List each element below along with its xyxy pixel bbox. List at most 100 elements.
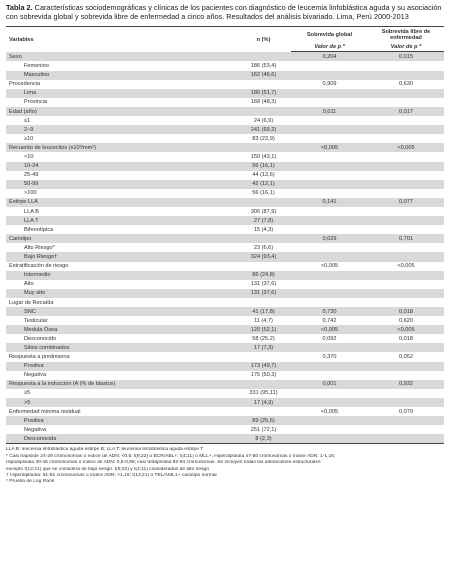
row-p-global — [291, 361, 368, 371]
row-variable: >5 — [6, 397, 236, 408]
row-n-pct — [236, 51, 291, 62]
row-p-libre — [368, 434, 444, 445]
row-p-libre — [368, 216, 444, 226]
footnote-line: * Casi haploide 24-29 cromosomas o índic… — [6, 453, 336, 459]
row-p-libre: 0,018 — [368, 334, 444, 344]
row-n-pct: 331 (95,11) — [236, 388, 291, 398]
row-p-global: 0,029 — [291, 234, 368, 244]
row-p-global — [291, 425, 368, 435]
row-n-pct: 24 (6,9) — [236, 116, 291, 126]
row-p-global — [291, 343, 368, 353]
row-p-libre — [368, 288, 444, 298]
row-p-global — [291, 270, 368, 280]
row-n-pct — [236, 407, 291, 417]
row-p-libre: 0,018 — [368, 307, 444, 317]
row-variable: Lima — [6, 88, 236, 98]
table-row: LLA B 306 (87,9) — [6, 206, 444, 217]
table-row: ≤1 24 (6,9) — [6, 116, 444, 126]
row-p-global: 0,742 — [291, 316, 368, 326]
table-row: Alto Riesgo* 23 (6,6) — [6, 243, 444, 253]
table-row: Desconocido 58 (25,2) 0,092 0,018 — [6, 334, 444, 344]
row-p-libre — [368, 188, 444, 198]
table-row: 10-24 56 (16,1) — [6, 161, 444, 171]
row-n-pct: 175 (50,3) — [236, 370, 291, 380]
table-row: LLA T 27 (7,8) — [6, 216, 444, 226]
row-n-pct: 11 (4,7) — [236, 316, 291, 326]
table-row: ≥10 83 (23,9) — [6, 134, 444, 144]
row-n-pct: 306 (87,9) — [236, 206, 291, 217]
row-p-libre: 0,701 — [368, 234, 444, 244]
row-variable: Estirpe LLA — [6, 197, 236, 207]
row-p-libre — [368, 61, 444, 71]
table-row: ≥5 331 (95,11) — [6, 388, 444, 398]
row-n-pct: 41 (17,8) — [236, 307, 291, 317]
row-p-libre — [368, 388, 444, 398]
row-n-pct: 44 (12,6) — [236, 170, 291, 180]
row-variable: Masculino — [6, 70, 236, 80]
row-p-global: <0,005 — [291, 325, 368, 335]
row-variable: Estratificación de riesgo — [6, 261, 236, 271]
header-valor-p-libre: Valor de p * — [368, 42, 444, 53]
row-n-pct: 56 (16,1) — [236, 188, 291, 198]
row-variable: 50-99 — [6, 179, 236, 189]
row-p-libre — [368, 225, 444, 235]
table-row: Respuesta a la inducción IA (% de blasto… — [6, 379, 444, 389]
table-row: >5 17 (4,9) — [6, 397, 444, 408]
row-variable: Bifenotípica — [6, 225, 236, 235]
row-p-libre: <0,005 — [368, 143, 444, 153]
row-variable: Muy alto — [6, 288, 236, 298]
header-sobrevida-libre: Sobrevida libre de enfermedad — [368, 26, 444, 43]
header-variables: Variables — [6, 26, 236, 52]
row-variable: Respuesta a la inducción IA (% de blasto… — [6, 379, 236, 389]
row-p-libre — [368, 425, 444, 435]
row-p-global: 0,370 — [291, 352, 368, 362]
row-p-global — [291, 434, 368, 445]
row-p-libre — [368, 343, 444, 353]
row-p-libre — [368, 125, 444, 135]
row-n-pct: 186 (53,4) — [236, 61, 291, 71]
row-p-libre — [368, 270, 444, 280]
row-n-pct: 15 (4,3) — [236, 225, 291, 235]
row-p-global — [291, 252, 368, 262]
row-variable: SNC — [6, 307, 236, 317]
table-row: SNC 41 (17,8) 0,730 0,018 — [6, 307, 444, 317]
table-row: Lugar de Recaída — [6, 297, 444, 307]
row-p-global — [291, 70, 368, 80]
row-n-pct: 324 (93,4) — [236, 252, 291, 262]
row-p-global: 0,204 — [291, 51, 368, 62]
row-variable: Enfermedad mínima residual — [6, 407, 236, 417]
row-p-libre: 0,015 — [368, 51, 444, 62]
table-row: Negativa 175 (50,3) — [6, 370, 444, 380]
table-row: Lima 180 (51,7) — [6, 88, 444, 98]
table-title-label: Tabla 2. — [6, 3, 33, 12]
row-p-global — [291, 179, 368, 189]
row-n-pct: 180 (51,7) — [236, 88, 291, 98]
table-row: Positiva 173 (49,7) — [6, 361, 444, 371]
row-p-libre: <0,005 — [368, 261, 444, 271]
row-variable: Sexo — [6, 51, 236, 62]
row-p-global — [291, 370, 368, 380]
table-row: Edad (año) 0,011 0,017 — [6, 106, 444, 117]
row-n-pct: 150 (43,1) — [236, 152, 291, 162]
row-variable: Lugar de Recaída — [6, 297, 236, 307]
table-row: 2–9 241 (69,2) — [6, 125, 444, 135]
row-p-global — [291, 125, 368, 135]
row-n-pct — [236, 379, 291, 389]
row-n-pct: 131 (37,6) — [236, 279, 291, 289]
row-n-pct: 56 (16,1) — [236, 161, 291, 171]
row-p-libre — [368, 243, 444, 253]
row-n-pct — [236, 261, 291, 271]
row-p-global — [291, 225, 368, 235]
row-variable: Positiva — [6, 416, 236, 426]
row-p-libre: 0,070 — [368, 407, 444, 417]
row-p-libre — [368, 416, 444, 426]
row-n-pct — [236, 143, 291, 153]
row-n-pct: 83 (23,9) — [236, 134, 291, 144]
row-p-global: <0,005 — [291, 407, 368, 417]
row-p-global — [291, 61, 368, 71]
row-p-global — [291, 288, 368, 298]
table-row: Provincia 168 (48,3) — [6, 97, 444, 107]
row-variable: ≥10 — [6, 134, 236, 144]
row-variable: ≥5 — [6, 388, 236, 398]
row-variable: Desconocida — [6, 434, 236, 445]
